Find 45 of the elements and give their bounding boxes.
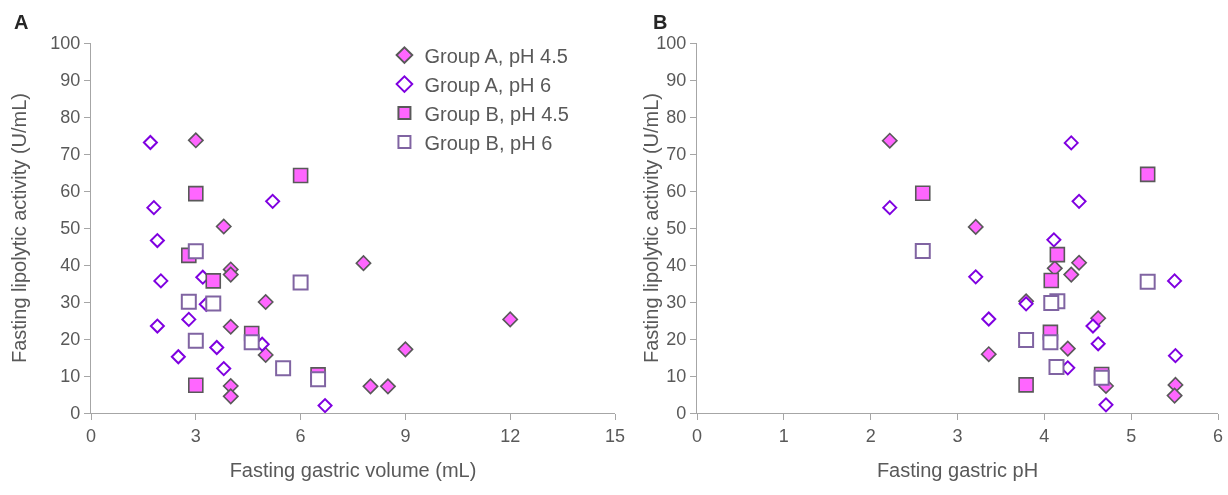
x-tick-label: 4 [1039, 425, 1050, 446]
y-tick-label: 50 [60, 218, 81, 239]
x-axis-title: Fasting gastric pH [876, 459, 1039, 482]
y-tick-label: 40 [60, 255, 81, 276]
x-tick-label: 1 [778, 425, 789, 446]
x-tick-label: 15 [604, 425, 626, 446]
x-tick-label: 2 [865, 425, 876, 446]
x-tick-label: 3 [190, 425, 201, 446]
chart-title: B [652, 11, 668, 34]
y-tick-label: 0 [676, 403, 687, 424]
y-tick-label: 10 [60, 366, 81, 387]
y-tick-label: 30 [60, 292, 81, 313]
y-tick-label: 80 [60, 107, 81, 128]
y-tick-label: 100 [656, 33, 687, 54]
legend-label: Group B, pH 4.5 [424, 102, 569, 125]
y-tick-label: 30 [666, 292, 687, 313]
y-tick-label: 40 [666, 255, 687, 276]
y-tick-label: 70 [60, 144, 81, 165]
x-tick-label: 9 [400, 425, 411, 446]
y-tick-label: 0 [70, 403, 81, 424]
y-tick-label: 90 [60, 70, 81, 91]
y-tick-label: 90 [666, 70, 687, 91]
x-tick-label: 0 [85, 425, 97, 446]
x-tick-label: 3 [952, 425, 963, 446]
y-axis-title: Fasting lipolytic activity (U/mL) [640, 92, 662, 364]
y-tick-label: 10 [666, 366, 687, 387]
x-tick-label: 12 [500, 425, 521, 446]
y-tick-label: 20 [60, 329, 81, 350]
y-axis-title: Fasting lipolytic activity (U/mL) [7, 92, 30, 364]
chart-title: A [14, 11, 29, 34]
legend-label: Group A, pH 4.5 [424, 44, 568, 67]
legend-label: Group A, pH 6 [424, 73, 552, 96]
y-tick-label: 60 [60, 181, 81, 202]
y-tick-label: 20 [666, 329, 687, 350]
y-tick-label: 100 [50, 33, 81, 54]
x-tick-label: 6 [1212, 425, 1224, 446]
legend-label: Group B, pH 6 [424, 131, 553, 154]
x-tick-label: 6 [295, 425, 306, 446]
y-tick-label: 80 [666, 107, 687, 128]
x-tick-label: 5 [1126, 425, 1137, 446]
x-tick-label: 0 [691, 425, 703, 446]
y-tick-label: 60 [666, 181, 687, 202]
y-tick-label: 70 [666, 144, 687, 165]
x-axis-title: Fasting gastric volume (mL) [229, 459, 477, 482]
y-tick-label: 50 [666, 218, 687, 239]
